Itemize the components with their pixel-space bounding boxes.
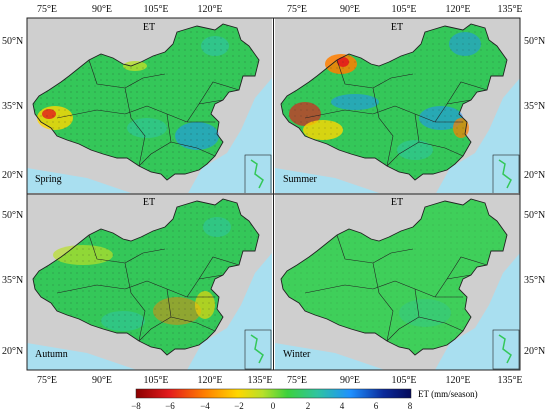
- colorbar-tick: 0: [271, 401, 276, 411]
- panel-spring-title: ET: [143, 22, 155, 33]
- panel-autumn: ET Autumn: [27, 193, 272, 370]
- lat-tick-right-1: 50°N: [524, 36, 545, 47]
- lon-tick-top-9: 135°E: [497, 4, 522, 15]
- panel-winter-title: ET: [391, 197, 403, 208]
- colorbar-tick: 8: [408, 401, 413, 411]
- panel-winter-inset-map: [492, 329, 520, 370]
- colorbar-tick: 4: [340, 401, 345, 411]
- lon-tick-top-2: 90°E: [92, 4, 112, 15]
- panel-summer-inset-islands: [498, 159, 512, 189]
- panel-winter-sea: [275, 253, 520, 370]
- panel-summer-inset-map: [492, 154, 520, 195]
- colorbar-tick: −2: [234, 401, 244, 411]
- colorbar-tick: 6: [374, 401, 379, 411]
- lon-tick-top-8: 120°E: [445, 4, 470, 15]
- panel-spring-sea: [27, 78, 272, 195]
- lon-tick-bottom-9: 120°E: [445, 375, 470, 386]
- lon-tick-top-1: 75°E: [37, 4, 57, 15]
- panel-summer: ET Summer: [275, 18, 520, 195]
- lat-tick-left-2: 35°N: [2, 101, 23, 112]
- lon-tick-top-6: 90°E: [340, 4, 360, 15]
- lat-tick-left-6: 20°N: [2, 346, 23, 357]
- lon-tick-bottom-8: 105°E: [391, 375, 416, 386]
- lat-tick-right-4: 50°N: [524, 210, 545, 221]
- panel-autumn-inset-islands: [250, 334, 264, 364]
- panel-spring: ET Spring: [27, 18, 272, 195]
- colorbar-label: ET (mm/season): [418, 389, 478, 399]
- right-latitude-axis: 50°N 35°N 20°N 50°N 35°N 20°N: [524, 36, 545, 357]
- lat-tick-left-4: 50°N: [2, 210, 23, 221]
- lat-tick-right-5: 35°N: [524, 275, 545, 286]
- colorbar-gradient: [135, 388, 412, 399]
- lon-tick-bottom-6: 75°E: [287, 375, 307, 386]
- panel-spring-season-label: Spring: [35, 174, 62, 185]
- panel-summer-title: ET: [391, 22, 403, 33]
- lat-tick-right-6: 20°N: [524, 346, 545, 357]
- colorbar: ET (mm/season) −8 −6 −4 −2 0 2 4 6 8: [131, 388, 478, 411]
- lat-tick-left-5: 35°N: [2, 275, 23, 286]
- colorbar-ticks: −8 −6 −4 −2 0 2 4 6 8: [131, 401, 413, 411]
- lon-tick-bottom-7: 90°E: [340, 375, 360, 386]
- lon-tick-bottom-4: 120°E: [197, 375, 222, 386]
- colorbar-tick: −4: [200, 401, 210, 411]
- lon-tick-bottom-3: 105°E: [143, 375, 168, 386]
- lon-tick-bottom-10: 135°E: [497, 375, 522, 386]
- lat-tick-left-1: 50°N: [2, 36, 23, 47]
- lat-tick-right-2: 35°N: [524, 101, 545, 112]
- lat-tick-right-3: 20°N: [524, 170, 545, 181]
- lon-tick-top-3: 105°E: [143, 4, 168, 15]
- panel-spring-inset-map: [244, 154, 272, 195]
- colorbar-tick: −6: [165, 401, 175, 411]
- lon-tick-top-4: 120°E: [197, 4, 222, 15]
- top-longitude-axis: 75°E 90°E 105°E 120°E 75°E 90°E 105°E 12…: [37, 4, 523, 15]
- bottom-longitude-axis: 75°E 90°E 105°E 120°E 135°E 75°E 90°E 10…: [37, 375, 523, 386]
- colorbar-tick: 2: [306, 401, 311, 411]
- lon-tick-top-7: 105°E: [391, 4, 416, 15]
- panel-autumn-title: ET: [143, 197, 155, 208]
- lon-tick-bottom-2: 90°E: [92, 375, 112, 386]
- left-latitude-axis: 50°N 35°N 20°N 50°N 35°N 20°N: [2, 36, 23, 357]
- panel-autumn-season-label: Autumn: [35, 349, 68, 360]
- panel-winter: ET Winter: [275, 193, 520, 370]
- panel-autumn-inset-map: [244, 329, 272, 370]
- panel-summer-sea: [275, 78, 520, 195]
- panel-spring-inset-islands: [250, 159, 264, 189]
- panel-summer-season-label: Summer: [283, 174, 318, 185]
- lon-tick-bottom-1: 75°E: [37, 375, 57, 386]
- colorbar-tick: −8: [131, 401, 141, 411]
- panel-winter-inset-islands: [498, 334, 512, 364]
- lon-tick-bottom-5: 135°E: [247, 375, 272, 386]
- lat-tick-left-3: 20°N: [2, 170, 23, 181]
- panel-winter-season-label: Winter: [283, 349, 311, 360]
- lon-tick-top-5: 75°E: [287, 4, 307, 15]
- panel-autumn-sea: [27, 253, 272, 370]
